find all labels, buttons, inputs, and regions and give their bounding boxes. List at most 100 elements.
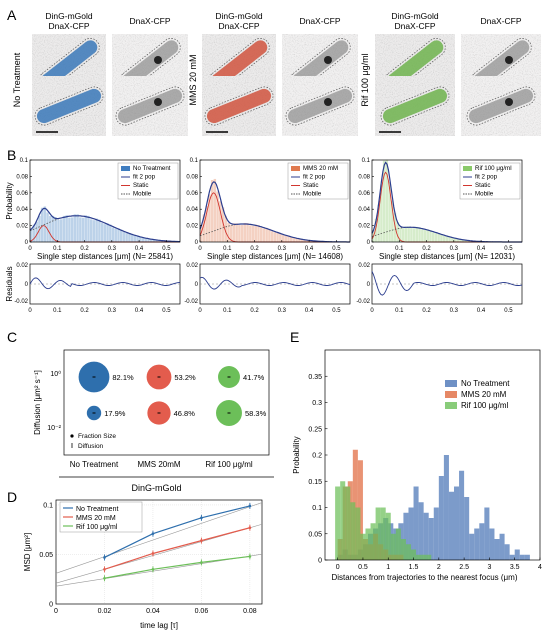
histogram-bar	[400, 539, 406, 560]
y-tick-label: 0	[25, 240, 29, 246]
panel-b-step-distributions: 0 0.1 0.2 0.3 0.4 0.500.020.040.060.080.1Sing…	[5, 158, 523, 314]
fit-curve	[29, 207, 180, 243]
legend-swatch	[121, 166, 130, 171]
histogram-bar	[141, 237, 145, 242]
fit-curve	[199, 181, 350, 243]
residual-x-tick: 0.2	[422, 308, 431, 314]
histogram-bar	[92, 220, 96, 242]
panel-d-msd: 0 0.02 0.04 0.06 0.08 0 0.05 0.1 time lag [τ] MSD…	[23, 499, 263, 630]
histogram-bar	[84, 215, 87, 242]
legend-label: fit 2 pop	[133, 174, 156, 181]
y-tick-label: 0.06	[186, 191, 198, 197]
data-point	[103, 556, 106, 559]
residual-x-tick: 0.2	[80, 308, 89, 314]
histogram-bar	[292, 237, 296, 242]
group-label: DinG-mGold	[131, 483, 181, 493]
histogram-bar	[210, 180, 214, 242]
residual-x-tick: 0.3	[108, 308, 117, 314]
histogram-bar	[100, 223, 104, 242]
histogram-bar	[474, 528, 480, 560]
cell-outline	[285, 86, 355, 126]
y-tick-label: 0	[367, 240, 371, 246]
histogram-bar	[370, 523, 376, 560]
focus-spot	[324, 56, 332, 64]
legend-label: Diffusion	[78, 443, 104, 450]
histogram-bar	[221, 207, 225, 242]
focus-spot	[505, 98, 513, 106]
histogram-bar	[70, 217, 74, 242]
y-axis-label: Probability	[292, 436, 301, 473]
residual-line	[29, 277, 181, 290]
histogram-bar	[287, 235, 290, 242]
histogram-bar	[295, 238, 298, 242]
histogram-bar	[494, 539, 500, 560]
y-tick-label: 0.1	[20, 158, 29, 164]
fraction-label: 58.3%	[245, 409, 267, 418]
x-axis-label: Distances from trajectories to the neare…	[331, 573, 517, 582]
legend-label: Mobile	[475, 191, 494, 198]
histogram-bar	[35, 221, 38, 242]
histogram-bar	[268, 228, 271, 242]
residual-y-tick: 0	[195, 282, 199, 288]
x-tick-label: 4	[538, 564, 542, 571]
histogram-bar	[454, 486, 460, 560]
legend-label: Rif 100 μg/ml	[461, 401, 509, 410]
histogram-bar	[445, 236, 449, 242]
header-label: DnaX-CFP	[129, 16, 170, 26]
histogram-bar	[448, 236, 451, 242]
data-point	[248, 555, 252, 558]
histogram-bar	[290, 236, 293, 242]
histogram-bar	[40, 207, 44, 242]
histogram-bar	[402, 228, 405, 242]
histogram-bar	[270, 231, 274, 242]
histogram-bar	[375, 507, 381, 560]
histogram-bar	[136, 236, 139, 242]
histogram-bar	[111, 227, 115, 242]
histogram-bar	[150, 239, 153, 242]
y-tick-label: 0.05	[308, 531, 322, 538]
y-axis-label: Probability	[5, 182, 14, 219]
histogram-bar	[202, 214, 206, 242]
histogram-bar	[385, 159, 389, 242]
y-tick-label: 0.02	[16, 224, 28, 230]
plot-frame	[29, 159, 181, 243]
cell-grayscale	[287, 88, 353, 124]
histogram-bar	[120, 229, 123, 242]
histogram-bar	[365, 528, 371, 560]
histogram-bar	[405, 544, 411, 560]
residual-y-tick: 0.02	[186, 263, 198, 269]
y-tick-label: 0.3	[312, 400, 322, 407]
x-tick-label: 0.3	[278, 246, 287, 252]
focus-spot	[154, 98, 162, 106]
histogram-bar	[298, 238, 301, 242]
legend-swatch	[445, 402, 457, 409]
histogram-bar	[254, 224, 257, 242]
legend-label: Rif 100 μg/ml	[475, 165, 512, 172]
cell-overlay	[382, 88, 448, 124]
histogram-bar	[81, 217, 85, 242]
data-point	[248, 526, 252, 530]
histogram-bar	[49, 215, 52, 242]
histogram-bar	[499, 533, 505, 560]
histogram-bar	[243, 222, 247, 242]
histogram-bar	[426, 229, 429, 242]
residual-x-tick: 0	[198, 308, 202, 314]
y-tick-label: 10⁰	[50, 370, 61, 378]
y-tick-label: 0	[49, 602, 53, 609]
fraction-label: 53.2%	[174, 373, 196, 382]
fit-line	[55, 502, 263, 574]
header-label: DinG-mGold	[215, 11, 263, 21]
histogram-bar	[144, 238, 147, 242]
y-tick-label: 0.08	[186, 174, 198, 180]
histogram-bar	[453, 238, 457, 242]
histogram-bar	[407, 226, 410, 242]
histogram-bar	[306, 240, 309, 242]
histogram-bar	[79, 217, 82, 242]
histogram-bar	[213, 178, 217, 242]
legend-swatch	[291, 166, 300, 171]
histogram-bar	[57, 219, 60, 242]
legend-label: fit 2 pop	[475, 174, 498, 181]
focus-spot	[324, 98, 332, 106]
residual-x-tick: 0	[370, 308, 374, 314]
residual-y-tick: 0.02	[358, 263, 370, 269]
